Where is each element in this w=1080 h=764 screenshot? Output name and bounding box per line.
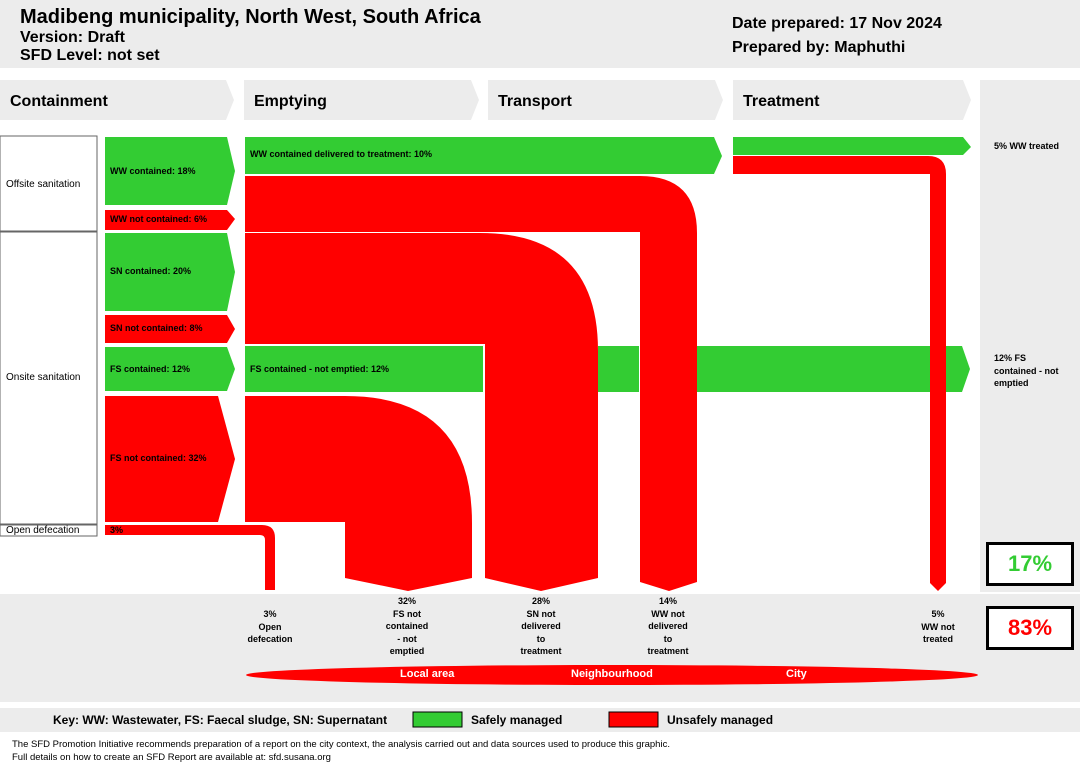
onsite-label: Onsite sanitation — [6, 372, 81, 383]
bottom-label-fs-not-contained: 32% FS not contained - not emptied — [372, 595, 442, 658]
open-defecation-flow-label: 3% — [110, 525, 124, 535]
stage-containment-arrow — [0, 80, 234, 120]
footer-line: Full details on how to create an SFD Rep… — [12, 752, 331, 763]
key-unsafe-label: Unsafely managed — [667, 713, 774, 727]
area-ellipse — [246, 665, 978, 685]
prepared-by-label: Prepared by: Maphuthi — [732, 39, 906, 56]
sn-not-delivered-pipe — [245, 233, 598, 591]
ww-contained-label: WW contained: 18% — [110, 166, 196, 176]
bottom-label-line: - not — [397, 633, 417, 644]
bottom-label-line: WW not — [651, 608, 685, 619]
safe-swatch — [412, 711, 463, 728]
footer-line: The SFD Promotion Initiative recommends … — [12, 739, 670, 750]
onsite-box — [0, 231, 98, 525]
bottom-label-line: Open — [258, 621, 282, 632]
fs-contained-flow — [105, 347, 235, 391]
fs-not-emptied-flow-b — [598, 346, 639, 392]
sn-contained-label: SN contained: 20% — [110, 266, 192, 276]
bottom-label-ww-not-treated: 5% WW not treated — [903, 608, 973, 646]
ww-not-delivered-pipe — [245, 176, 697, 591]
fs-contained-outcome-line: 12% FS — [994, 353, 1027, 363]
ww-not-contained-label: WW not contained: 6% — [110, 214, 207, 224]
area-city-label: City — [786, 668, 807, 680]
bottom-label-line: SN not — [526, 608, 556, 619]
bottom-label-line: treatment — [520, 646, 562, 656]
outcome-column — [980, 80, 1080, 592]
bottom-label-ww-not-delivered: 14% WW not delivered to treatment — [633, 595, 703, 658]
page-title: Madibeng municipality, North West, South… — [20, 6, 481, 28]
fs-contained-label: FS contained: 12% — [110, 364, 191, 374]
fs-not-emptied-flow-c — [697, 346, 970, 392]
bottom-label-line: to — [536, 633, 546, 644]
bottom-label-line: FS not — [393, 608, 421, 619]
fs-contained-outcome: 12% FS contained - not emptied — [994, 352, 1076, 390]
sn-not-contained-flow — [105, 315, 235, 343]
unsafe-percent-box: 83% — [986, 606, 1074, 650]
offsite-box — [0, 135, 98, 232]
fs-contained-outcome-line: emptied — [994, 378, 1029, 388]
stage-transport-arrow — [488, 80, 723, 120]
bottom-label-line: treatment — [647, 646, 689, 656]
sn-not-contained-label: SN not contained: 8% — [110, 323, 203, 333]
key-safe-label: Safely managed — [471, 713, 563, 727]
offsite-label: Offsite sanitation — [6, 179, 81, 190]
fs-not-emptied-flow-a — [245, 346, 483, 392]
fs-not-contained-label: FS not contained: 32% — [110, 453, 207, 463]
bottom-label-line: 28% — [531, 596, 550, 606]
area-local-label: Local area — [400, 668, 455, 680]
fs-not-contained-flow — [105, 396, 235, 522]
open-defecation-label: Open defecation — [6, 525, 80, 536]
footer-note: The SFD Promotion Initiative recommends … — [12, 738, 1072, 764]
bottom-label-line: 3% — [263, 609, 277, 619]
bottom-label-open-defecation: 3% Open defecation — [235, 608, 305, 646]
bottom-label-line: WW not — [921, 621, 955, 632]
bottom-label-line: to — [663, 633, 673, 644]
ww-contained-flow — [105, 137, 235, 205]
ww-not-contained-flow — [105, 210, 235, 230]
bottom-label-line: 5% — [931, 609, 945, 619]
stage-emptying-label: Emptying — [254, 93, 327, 110]
stage-treatment-arrow — [733, 80, 971, 120]
bottom-label-sn-not-delivered: 28% SN not delivered to treatment — [506, 595, 576, 658]
safe-percent-box: 17% — [986, 542, 1074, 586]
bottom-label-line: defecation — [247, 634, 293, 644]
sfd-level-label: SFD Level: not set — [20, 47, 160, 64]
bottom-label-line: emptied — [389, 646, 425, 656]
bottom-label-line: treated — [922, 634, 953, 644]
ww-treated-outcome: 5% WW treated — [994, 141, 1060, 151]
stage-treatment-label: Treatment — [743, 93, 820, 110]
bottom-label-line: 32% — [397, 596, 416, 606]
open-defecation-box — [0, 524, 98, 537]
version-label: Version: Draft — [20, 29, 125, 46]
fs-not-emptied-label: FS contained - not emptied: 12% — [250, 364, 390, 374]
bottom-label-line: delivered — [648, 621, 688, 631]
key-band — [0, 708, 1080, 732]
sn-contained-flow — [105, 233, 235, 311]
bottom-label-line: 14% — [658, 596, 677, 606]
open-defecation-pipe — [105, 525, 275, 590]
ww-delivered-flow — [245, 137, 722, 174]
ww-treated-flow — [733, 137, 971, 155]
area-neighbourhood-label: Neighbourhood — [571, 668, 653, 680]
key-definitions: Key: WW: Wastewater, FS: Faecal sludge, … — [53, 713, 388, 727]
fs-not-contained-pipe — [245, 396, 472, 591]
ww-delivered-label: WW contained delivered to treatment: 10% — [250, 149, 433, 159]
fs-contained-outcome-line: contained - not — [994, 365, 1059, 376]
bottom-label-line: delivered — [521, 621, 561, 631]
stage-transport-label: Transport — [498, 93, 572, 110]
bottom-label-line: contained — [385, 621, 429, 631]
header-band — [0, 0, 1080, 68]
date-prepared-label: Date prepared: 17 Nov 2024 — [732, 15, 942, 32]
stage-containment-label: Containment — [10, 93, 108, 110]
unsafe-swatch — [608, 711, 659, 728]
stage-emptying-arrow — [244, 80, 479, 120]
